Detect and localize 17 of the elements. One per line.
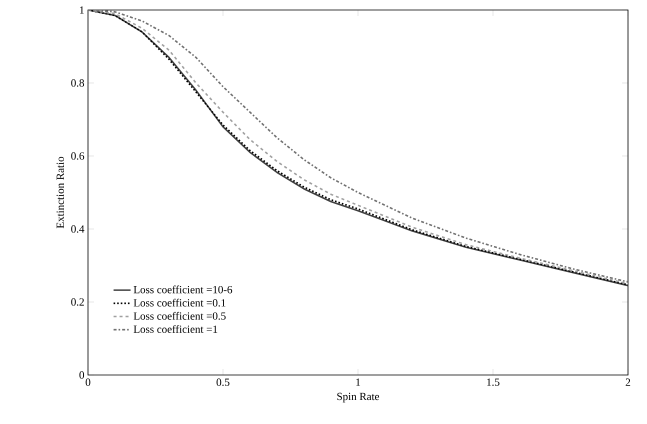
y-tick-label: 1 (80, 6, 84, 14)
x-tick-label: 0.5 (216, 378, 230, 386)
legend-label: Loss coefficient =0.1 (134, 298, 226, 307)
legend-label: Loss coefficient =10-6 (134, 286, 232, 294)
x-axis-title: Spin Rate (337, 392, 380, 402)
x-tick-label: 1 (356, 378, 360, 386)
x-tick-label: 1.5 (487, 378, 500, 386)
legend-label: Loss coefficient =0.5 (134, 312, 226, 320)
x-tick-label: 0 (86, 378, 90, 386)
y-axis-title: Extinction Ratio (56, 156, 64, 228)
y-tick-label: 0.4 (71, 225, 84, 233)
y-tick-label: 0 (79, 371, 84, 379)
y-tick-label: 0.2 (71, 298, 84, 306)
y-tick-label: 0.6 (71, 152, 84, 160)
y-tick-label: 0.8 (71, 79, 84, 87)
legend-label: Loss coefficient =1 (134, 325, 218, 333)
x-tick-label: 2 (626, 378, 630, 386)
